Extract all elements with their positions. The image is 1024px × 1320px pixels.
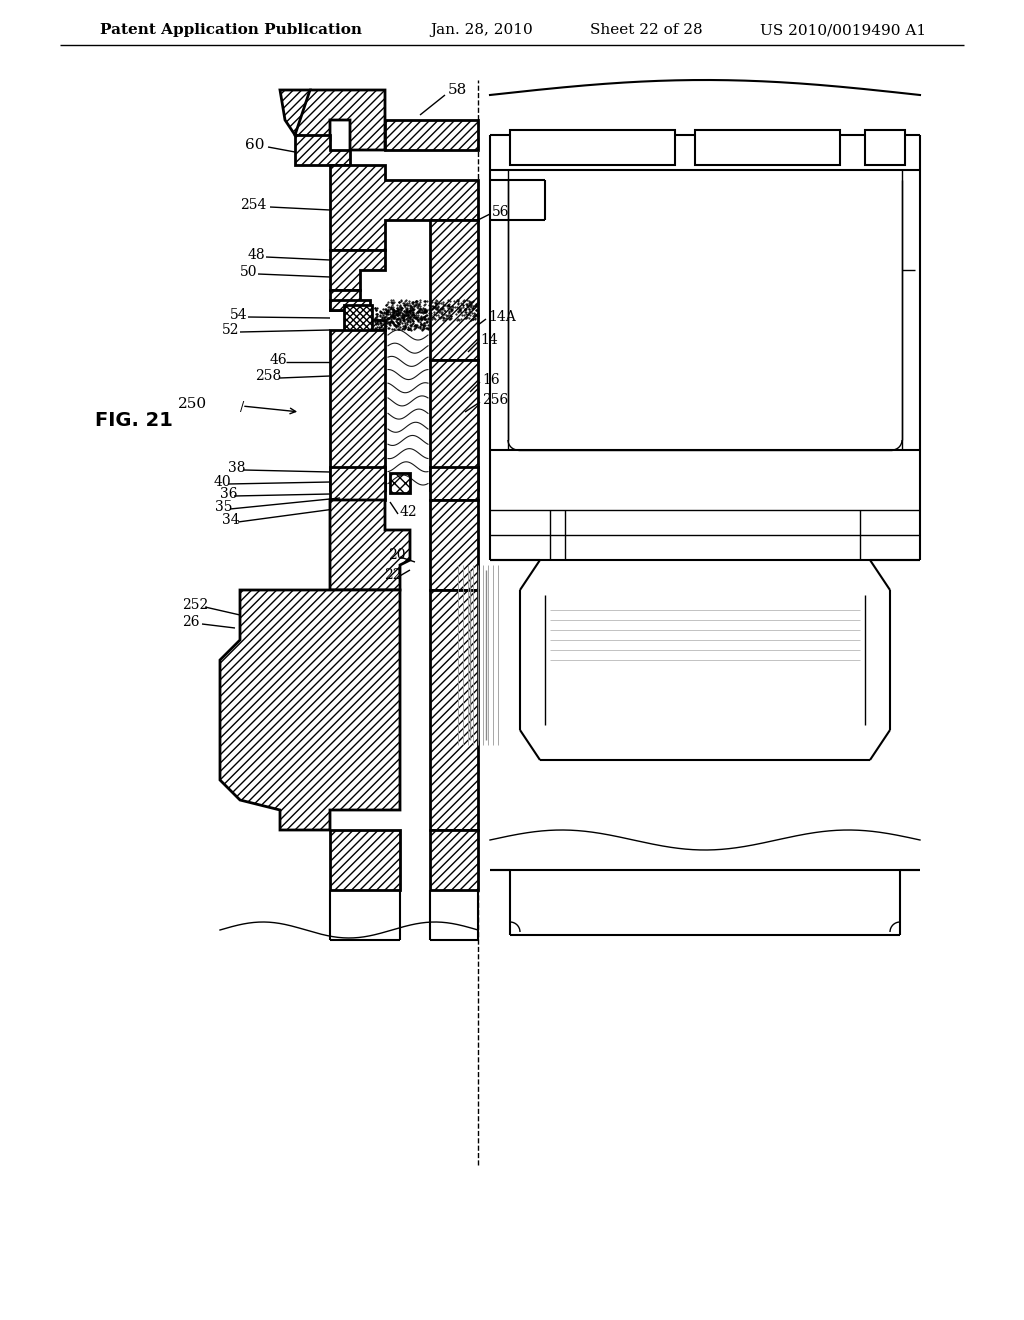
Text: 50: 50 <box>240 265 257 279</box>
Polygon shape <box>330 249 385 290</box>
Bar <box>390 473 410 492</box>
Text: 34: 34 <box>222 513 240 527</box>
Text: 42: 42 <box>400 506 418 519</box>
Text: 258: 258 <box>255 370 282 383</box>
Text: 14A: 14A <box>488 310 516 323</box>
Text: 40: 40 <box>214 475 231 488</box>
Text: 35: 35 <box>215 500 232 513</box>
Text: 16: 16 <box>482 374 500 387</box>
Text: 46: 46 <box>270 352 288 367</box>
Text: Patent Application Publication: Patent Application Publication <box>100 22 362 37</box>
Text: Sheet 22 of 28: Sheet 22 of 28 <box>590 22 702 37</box>
Polygon shape <box>295 135 350 165</box>
Text: 20: 20 <box>388 548 406 562</box>
Text: Jan. 28, 2010: Jan. 28, 2010 <box>430 22 532 37</box>
Text: 56: 56 <box>492 205 510 219</box>
Text: 58: 58 <box>449 83 467 96</box>
Text: 26: 26 <box>182 615 200 630</box>
Polygon shape <box>220 590 400 830</box>
Text: 256: 256 <box>482 393 508 407</box>
Polygon shape <box>330 165 478 249</box>
Text: 250: 250 <box>178 397 207 411</box>
Text: US 2010/0019490 A1: US 2010/0019490 A1 <box>760 22 926 37</box>
Text: 22: 22 <box>384 568 401 582</box>
Text: FIG. 21: FIG. 21 <box>95 411 173 429</box>
Text: 54: 54 <box>230 308 248 322</box>
Text: 48: 48 <box>248 248 265 261</box>
Polygon shape <box>295 90 385 150</box>
Text: 52: 52 <box>222 323 240 337</box>
Bar <box>344 305 372 333</box>
Polygon shape <box>430 500 478 590</box>
Text: 60: 60 <box>245 139 264 152</box>
Polygon shape <box>430 830 478 890</box>
Text: 36: 36 <box>220 487 238 502</box>
Polygon shape <box>330 300 385 330</box>
Bar <box>695 129 840 165</box>
Polygon shape <box>280 90 310 135</box>
Polygon shape <box>430 360 478 490</box>
Text: /: / <box>240 401 245 414</box>
Text: 14: 14 <box>480 333 498 347</box>
Polygon shape <box>330 467 385 500</box>
Bar <box>865 129 905 165</box>
Polygon shape <box>330 500 410 590</box>
Polygon shape <box>430 590 478 830</box>
Polygon shape <box>430 467 478 500</box>
Polygon shape <box>385 120 478 150</box>
Bar <box>510 129 675 165</box>
Text: 38: 38 <box>228 461 246 475</box>
Polygon shape <box>330 330 385 490</box>
Text: 252: 252 <box>182 598 208 612</box>
Text: 254: 254 <box>240 198 266 213</box>
Polygon shape <box>330 830 400 890</box>
Polygon shape <box>330 290 360 310</box>
Polygon shape <box>430 220 478 360</box>
